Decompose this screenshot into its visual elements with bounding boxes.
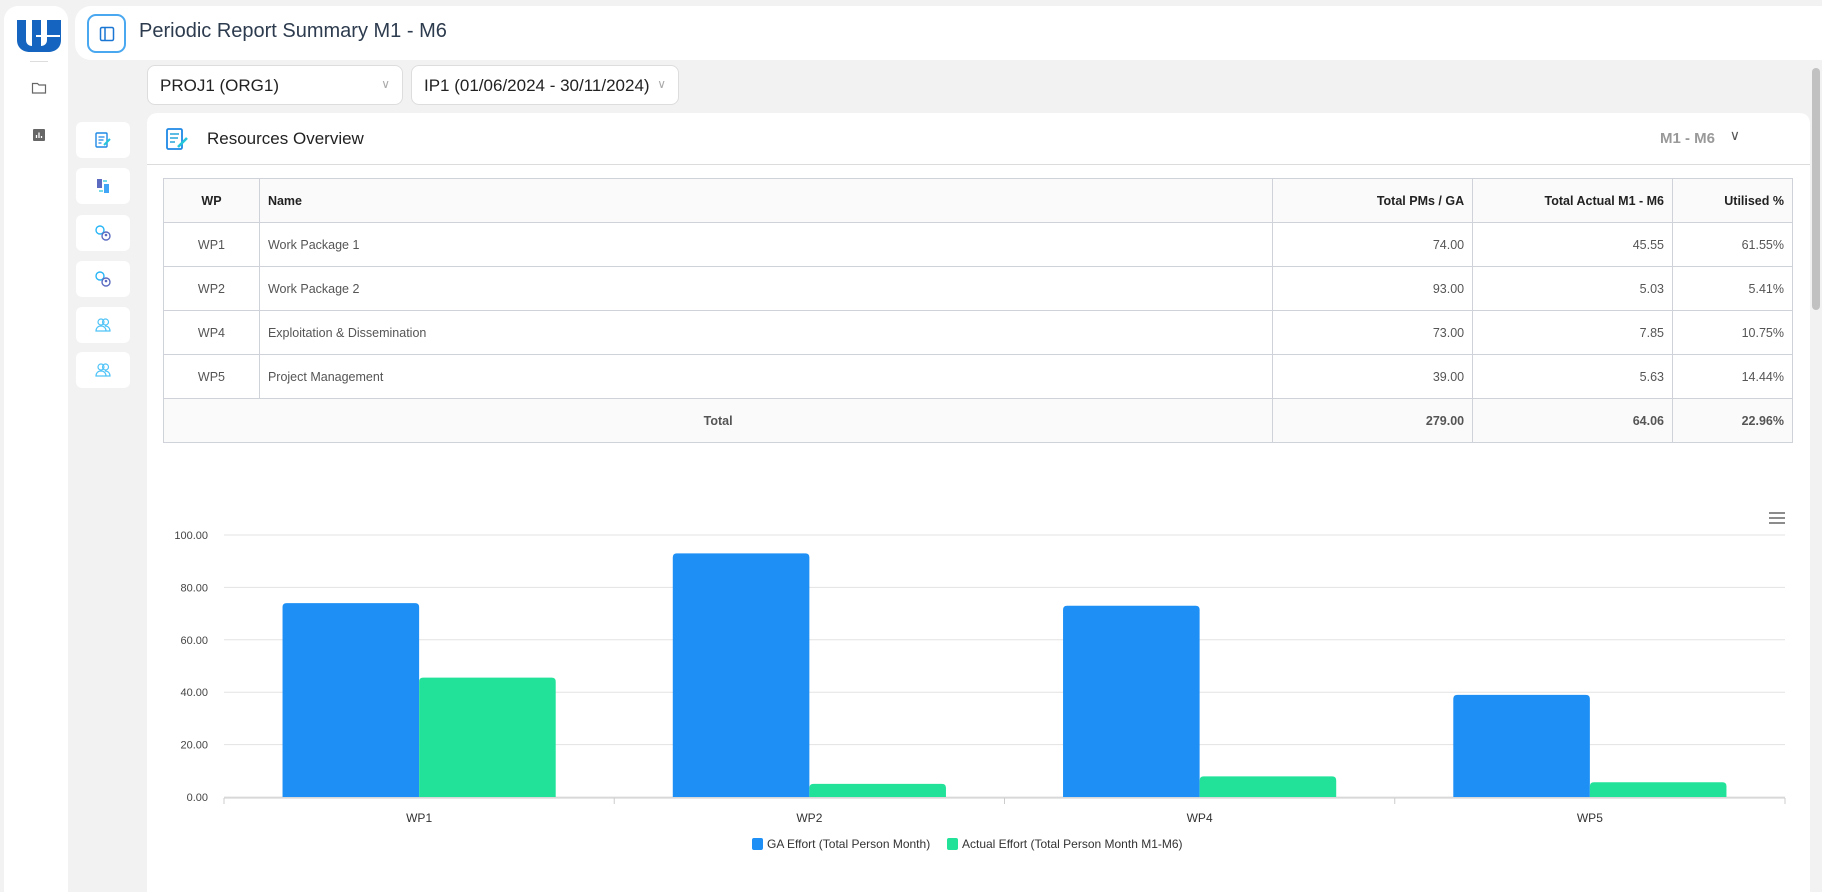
wp-cell: WP2 (163, 266, 260, 311)
chevron-down-icon: ∨ (381, 77, 390, 91)
total-actual-cell: 5.03 (1472, 266, 1673, 311)
table-row: WP1 Work Package 1 74.00 45.55 61.55% (163, 222, 1793, 267)
bar-ga-wp4[interactable] (1063, 605, 1200, 797)
user-settings-icon (95, 225, 111, 241)
chart-menu-icon[interactable] (1769, 512, 1785, 524)
bar-actual-wp4[interactable] (1199, 776, 1337, 797)
table-row: WP5 Project Management 39.00 5.63 14.44% (163, 354, 1793, 399)
folder-icon[interactable] (31, 80, 47, 96)
column-header[interactable]: Name (258, 178, 1274, 223)
users-button[interactable] (76, 307, 130, 343)
wp-cell: WP1 (163, 222, 260, 267)
project-select[interactable]: PROJ1 (ORG1) ∨ (147, 65, 403, 105)
period-select-value: IP1 (01/06/2024 - 30/11/2024) (424, 76, 650, 95)
total-utilised-cell: 22.96% (1672, 398, 1793, 443)
total-actual-cell: 64.06 (1472, 398, 1673, 443)
x-tick-label: WP1 (406, 811, 432, 825)
user-settings-button[interactable] (76, 215, 130, 251)
wp-cell: WP4 (163, 310, 260, 355)
legend-label: GA Effort (Total Person Month) (767, 837, 930, 851)
report-edit-icon (95, 132, 111, 148)
sidebar-panel-icon (99, 26, 114, 41)
users-button[interactable] (76, 352, 130, 388)
resources-overview-card: Resources Overview M1 - M6 ∨ WP Name Tot… (147, 113, 1810, 892)
period-select[interactable]: IP1 (01/06/2024 - 30/11/2024) ∨ (411, 65, 679, 105)
column-header[interactable]: WP (163, 178, 260, 223)
table-row: WP2 Work Package 2 93.00 5.03 5.41% (163, 266, 1793, 311)
utilised-cell: 5.41% (1672, 266, 1793, 311)
period-label: M1 - M6 (1659, 130, 1715, 147)
user-settings-icon (95, 271, 111, 287)
wp-cell: WP5 (163, 354, 260, 399)
page-title: Periodic Report Summary M1 - M6 (139, 20, 447, 42)
y-tick-label: 80.00 (180, 582, 208, 594)
divider (30, 61, 48, 62)
card-header[interactable]: Resources Overview M1 - M6 ∨ (147, 113, 1810, 165)
legend-item[interactable]: Actual Effort (Total Person Month M1-M6) (947, 837, 1183, 851)
total-actual-cell: 7.85 (1472, 310, 1673, 355)
total-actual-cell: 45.55 (1472, 222, 1673, 267)
name-cell: Work Package 2 (258, 266, 1274, 311)
bar-actual-wp5[interactable] (1589, 782, 1727, 797)
bar-chart-icon[interactable] (31, 127, 47, 143)
bar-actual-wp2[interactable] (809, 783, 946, 797)
left-rail (4, 6, 68, 892)
chevron-down-icon: ∨ (657, 77, 666, 91)
legend-item[interactable]: GA Effort (Total Person Month) (752, 837, 930, 851)
utilised-cell: 61.55% (1672, 222, 1793, 267)
y-tick-label: 40.00 (180, 687, 208, 699)
column-header[interactable]: Total Actual M1 - M6 (1472, 178, 1673, 223)
sidebar-toggle-button[interactable] (87, 14, 126, 53)
y-tick-label: 20.00 (180, 740, 208, 752)
page-header: Periodic Report Summary M1 - M6 (75, 6, 1822, 60)
x-tick-label: WP4 (1187, 811, 1213, 825)
users-icon (95, 363, 111, 377)
project-select-value: PROJ1 (ORG1) (160, 76, 280, 95)
transfer-icon (97, 179, 109, 193)
report-edit-icon (166, 128, 188, 150)
app-logo[interactable] (14, 16, 64, 54)
legend-swatch (752, 838, 763, 850)
transfer-button[interactable] (76, 168, 130, 204)
column-header[interactable]: Utilised % (1672, 178, 1793, 223)
user-settings-button[interactable] (76, 261, 130, 297)
total-actual-cell: 5.63 (1472, 354, 1673, 399)
bar-ga-wp1[interactable] (282, 603, 420, 797)
resources-bar-chart: 0.00 20.00 40.00 60.00 80.00 100.00 WP1 WP2 WP4 W… (174, 512, 1786, 851)
legend-swatch (947, 838, 958, 850)
report-edit-button[interactable] (76, 122, 130, 158)
legend-label: Actual Effort (Total Person Month M1-M6) (962, 837, 1183, 851)
bar-actual-wp1[interactable] (419, 677, 556, 797)
bar-ga-wp5[interactable] (1453, 694, 1590, 797)
y-tick-label: 100.00 (174, 530, 208, 542)
collapse-chevron-icon[interactable]: ∨ (1729, 127, 1740, 143)
x-tick-label: WP5 (1577, 811, 1603, 825)
name-cell: Project Management (258, 354, 1274, 399)
table-header-row: WP Name Total PMs / GA Total Actual M1 -… (163, 178, 1793, 223)
bar-ga-wp2[interactable] (672, 553, 810, 797)
x-tick-label: WP2 (796, 811, 822, 825)
table-total-row: Total 279.00 64.06 22.96% (162, 398, 1793, 443)
resources-table: WP Name Total PMs / GA Total Actual M1 -… (162, 178, 1793, 443)
total-pms-cell: 279.00 (1272, 398, 1474, 443)
name-cell: Work Package 1 (258, 222, 1274, 267)
total-label: Total (162, 398, 1274, 443)
total-pms-cell: 74.00 (1272, 222, 1474, 267)
utilised-cell: 14.44% (1672, 354, 1793, 399)
y-tick-label: 0.00 (187, 792, 208, 804)
y-tick-label: 60.00 (180, 635, 208, 647)
users-icon (95, 318, 111, 332)
scrollbar[interactable] (1812, 68, 1820, 310)
card-title: Resources Overview (207, 129, 364, 148)
